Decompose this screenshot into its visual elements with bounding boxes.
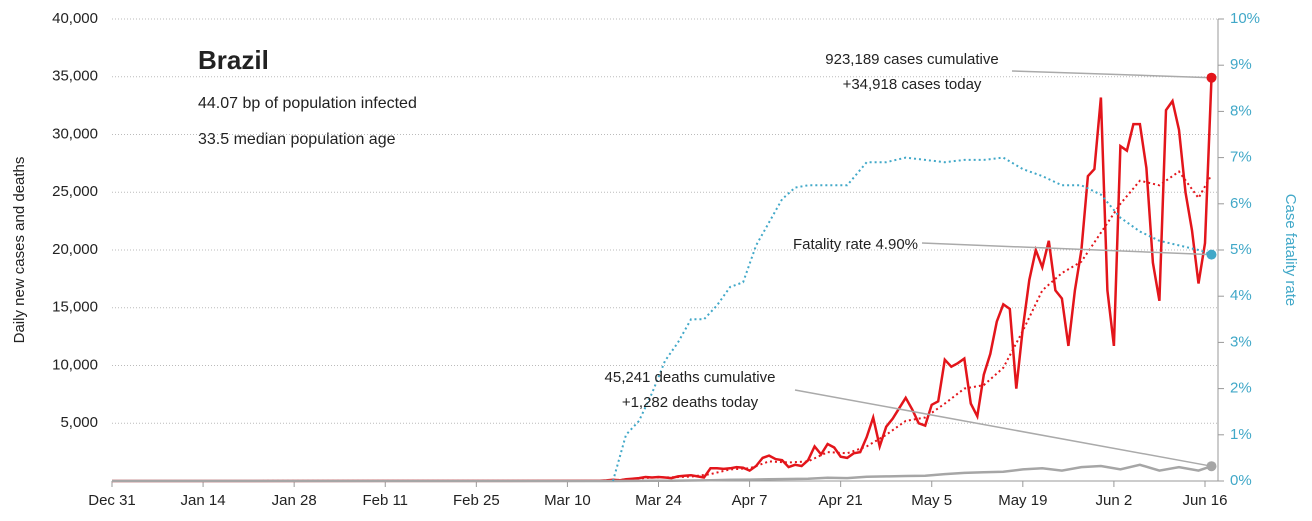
end-dot bbox=[1206, 249, 1217, 260]
annotation: 45,241 deaths cumulative bbox=[605, 369, 776, 386]
leader-line bbox=[921, 242, 1212, 256]
x-tick-label: Jan 28 bbox=[272, 492, 317, 509]
chart-title: Brazil bbox=[198, 45, 269, 75]
annotation: +1,282 deaths today bbox=[622, 394, 759, 411]
leader-line bbox=[794, 389, 1212, 467]
series-line bbox=[112, 463, 1212, 483]
note: 33.5 median population age bbox=[198, 131, 396, 148]
end-dot bbox=[1206, 72, 1217, 83]
y2-tick-label: 2% bbox=[1230, 380, 1252, 397]
y-tick-label: 35,000 bbox=[52, 68, 98, 85]
y2-tick-label: 9% bbox=[1230, 56, 1252, 73]
annotation: +34,918 cases today bbox=[843, 76, 982, 93]
x-tick-label: May 19 bbox=[998, 492, 1047, 509]
annotation: Fatality rate 4.90% bbox=[793, 236, 918, 253]
x-tick-label: Jun 2 bbox=[1096, 492, 1133, 509]
y-tick-label: 25,000 bbox=[52, 183, 98, 200]
x-tick-label: Mar 10 bbox=[544, 492, 591, 509]
y2-tick-label: 3% bbox=[1230, 333, 1252, 350]
x-tick-label: Apr 7 bbox=[732, 492, 768, 509]
y-tick-label: 20,000 bbox=[52, 241, 98, 258]
y2-tick-label: 7% bbox=[1230, 149, 1252, 166]
y2-tick-label: 10% bbox=[1230, 10, 1260, 27]
y2-tick-label: 8% bbox=[1230, 102, 1252, 119]
series-line bbox=[111, 170, 1213, 482]
y2-tick-label: 5% bbox=[1230, 241, 1252, 258]
y-tick-label: 40,000 bbox=[52, 10, 98, 27]
y-axis-label: Daily new cases and deaths bbox=[11, 157, 28, 344]
end-dot bbox=[1206, 461, 1217, 472]
y2-tick-label: 4% bbox=[1230, 287, 1252, 304]
x-tick-label: May 5 bbox=[911, 492, 952, 509]
y2-tick-label: 1% bbox=[1230, 426, 1252, 443]
x-tick-label: Feb 25 bbox=[453, 492, 500, 509]
leader-line bbox=[1011, 70, 1212, 79]
y2-tick-label: 0% bbox=[1230, 472, 1252, 489]
y-tick-label: 10,000 bbox=[52, 356, 98, 373]
x-tick-label: Jan 14 bbox=[181, 492, 226, 509]
note: 44.07 bp of population infected bbox=[198, 95, 417, 112]
x-tick-label: Jun 16 bbox=[1182, 492, 1227, 509]
x-tick-label: Dec 31 bbox=[88, 492, 136, 509]
y-tick-label: 30,000 bbox=[52, 125, 98, 142]
series-line bbox=[111, 77, 1213, 483]
series-line bbox=[612, 156, 1212, 482]
x-tick-label: Apr 21 bbox=[819, 492, 863, 509]
y-tick-label: 15,000 bbox=[52, 299, 98, 316]
x-tick-label: Mar 24 bbox=[635, 492, 682, 509]
annotation: 923,189 cases cumulative bbox=[825, 51, 998, 68]
x-tick-label: Feb 11 bbox=[362, 492, 408, 509]
y2-tick-label: 6% bbox=[1230, 195, 1252, 212]
y2-axis-label: Case fatality rate bbox=[1282, 194, 1299, 307]
y-tick-label: 5,000 bbox=[60, 414, 98, 431]
